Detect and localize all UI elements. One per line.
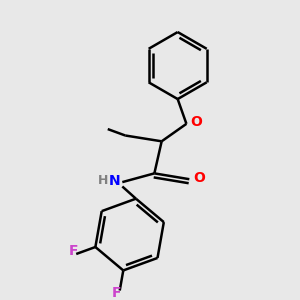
Text: F: F [112, 286, 122, 300]
Text: O: O [193, 171, 205, 185]
Text: O: O [190, 116, 202, 129]
Text: H: H [98, 174, 109, 187]
Text: F: F [68, 244, 78, 258]
Text: N: N [108, 174, 120, 188]
